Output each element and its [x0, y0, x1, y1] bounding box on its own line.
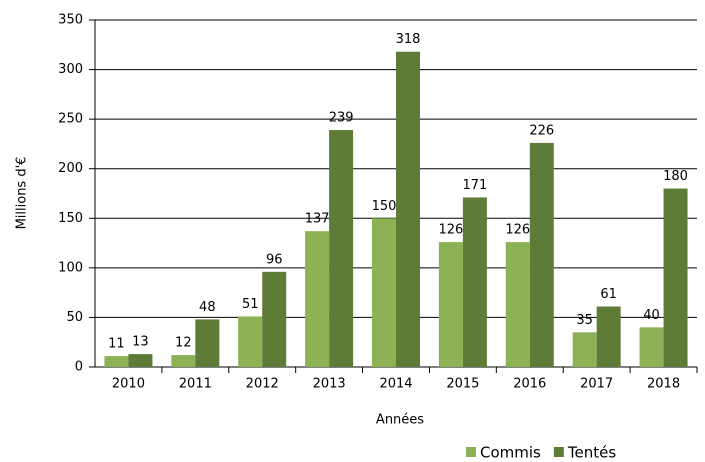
x-tick-label: 2010 [112, 377, 145, 392]
bar [438, 242, 463, 367]
data-label: 35 [576, 313, 593, 328]
bar [372, 218, 396, 367]
x-axis-label: Années [376, 413, 424, 428]
bar [596, 306, 621, 367]
y-tick-label: 50 [66, 310, 83, 325]
bar [572, 332, 597, 367]
bar [195, 319, 220, 367]
bar [305, 231, 330, 367]
data-label: 40 [643, 308, 660, 323]
x-tick-label: 2016 [513, 377, 546, 392]
y-tick-label: 300 [58, 62, 83, 77]
bar [396, 51, 420, 368]
bar [462, 197, 487, 367]
y-tick-label: 250 [58, 112, 83, 127]
bar [238, 316, 263, 367]
data-label: 150 [372, 199, 397, 214]
x-tick-label: 2013 [313, 377, 346, 392]
x-tick-label: 2011 [179, 377, 212, 392]
x-tick-label: 2018 [647, 377, 680, 392]
legend-swatch [466, 447, 476, 457]
bar [128, 354, 153, 367]
legend-label: Tentés [567, 444, 616, 462]
data-label: 226 [529, 123, 554, 138]
bar [639, 327, 664, 367]
data-label: 126 [505, 223, 530, 238]
x-tick-label: 2014 [379, 377, 412, 392]
bar [104, 356, 129, 367]
bar [505, 242, 530, 367]
data-label: 137 [305, 212, 330, 227]
x-tick-label: 2015 [446, 377, 479, 392]
legend-swatch [553, 447, 564, 457]
data-label: 12 [175, 336, 192, 351]
data-label: 11 [108, 337, 125, 352]
y-tick-label: 200 [58, 161, 83, 176]
data-label: 51 [242, 297, 259, 312]
y-tick-label: 0 [75, 360, 83, 375]
data-label: 126 [438, 223, 463, 238]
y-tick-label: 150 [58, 211, 83, 226]
data-label: 171 [462, 178, 487, 193]
bar [663, 188, 688, 367]
x-tick-label: 2012 [246, 377, 279, 392]
bar [329, 130, 354, 367]
bar [171, 355, 196, 367]
y-tick-label: 100 [58, 260, 83, 275]
data-label: 61 [600, 287, 617, 302]
legend-label: Commis [480, 444, 541, 462]
y-tick-label: 350 [58, 13, 83, 28]
data-label: 48 [199, 300, 216, 315]
x-tick-label: 2017 [580, 377, 613, 392]
data-label: 318 [396, 32, 421, 47]
y-axis-label: Millions d'€ [15, 157, 30, 230]
data-label: 239 [329, 111, 354, 126]
bar [529, 142, 554, 367]
data-label: 180 [663, 169, 688, 184]
data-label: 13 [132, 335, 149, 350]
bar [262, 271, 287, 367]
data-label: 96 [266, 252, 283, 267]
